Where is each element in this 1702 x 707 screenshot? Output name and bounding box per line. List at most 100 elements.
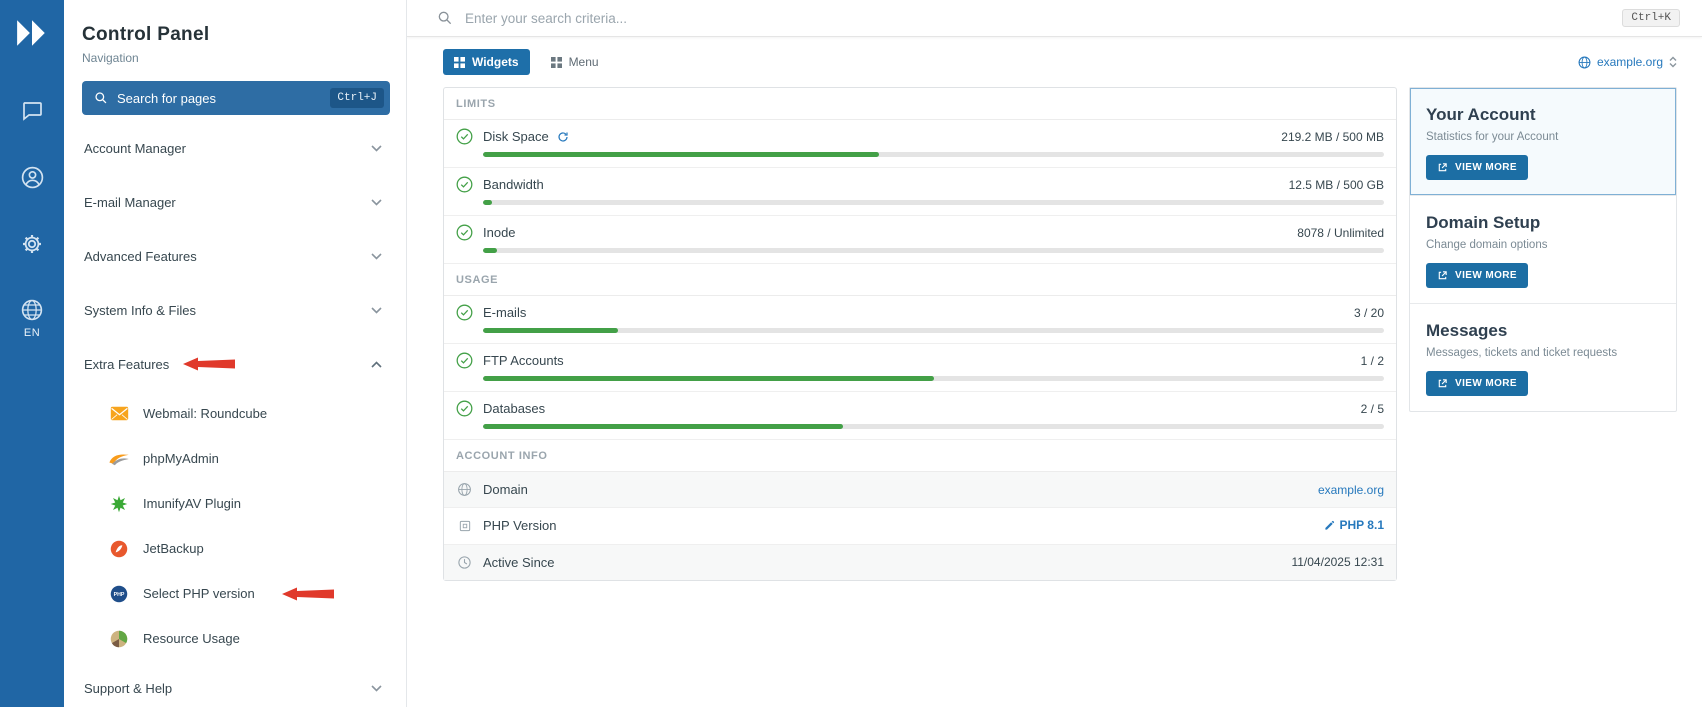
widget-your-account: Your Account Statistics for your Account… — [1410, 88, 1676, 196]
sidebar-subitem-select-php-version[interactable]: PHP Select PHP version — [82, 571, 390, 616]
metric-row-ftp-accounts: FTP Accounts 1 / 2 — [444, 344, 1396, 392]
sidebar-subitem-label: Resource Usage — [143, 631, 240, 646]
domain-selector[interactable]: example.org — [1578, 55, 1677, 69]
domain-selector-value: example.org — [1596, 55, 1663, 69]
main-area: Ctrl+K Widgets Menu example.org LIMITS D… — [407, 0, 1702, 707]
language-selector[interactable]: EN — [20, 298, 44, 339]
sidebar-item-label: Account Manager — [84, 140, 186, 156]
widget-subtitle: Messages, tickets and ticket requests — [1426, 347, 1618, 359]
sidebar-subitem-jetbackup[interactable]: JetBackup — [82, 526, 390, 571]
metric-label: Bandwidth — [483, 177, 544, 192]
edit-pencil-icon — [1324, 520, 1334, 530]
view-more-button-your-account[interactable]: VIEW MORE — [1426, 155, 1528, 180]
check-circle-icon — [456, 304, 473, 321]
progress-fill — [483, 376, 934, 381]
sidebar: Control Panel Navigation Search for page… — [64, 0, 407, 707]
metric-row-emails: E-mails 3 / 20 — [444, 296, 1396, 344]
sidebar-item-label: Advanced Features — [84, 248, 197, 264]
widget-title: Domain Setup — [1426, 213, 1541, 232]
external-link-icon — [1438, 379, 1447, 388]
settings-gear-icon[interactable] — [20, 232, 44, 256]
metric-row-databases: Databases 2 / 5 — [444, 392, 1396, 440]
progress-track — [483, 152, 1384, 157]
check-circle-icon — [456, 400, 473, 417]
grid-icon — [454, 56, 465, 68]
chevron-down-icon — [371, 144, 382, 152]
sidebar-item-label: Support & Help — [84, 680, 173, 696]
info-value: 11/04/2025 12:31 — [1291, 555, 1384, 569]
sidebar-subitem-phpmyadmin[interactable]: phpMyAdmin — [82, 436, 390, 481]
check-circle-icon — [456, 352, 473, 369]
view-more-button-messages[interactable]: VIEW MORE — [1426, 371, 1528, 396]
external-link-icon — [1438, 163, 1447, 172]
progress-track — [483, 424, 1384, 429]
check-circle-icon — [456, 176, 473, 193]
sidebar-item-account-manager[interactable]: Account Manager — [82, 121, 390, 175]
progress-track — [483, 248, 1384, 253]
sidebar-item-label: E-mail Manager — [84, 194, 176, 210]
brand-logo-icon[interactable] — [15, 18, 49, 53]
metric-value: 219.2 MB / 500 MB — [1281, 129, 1384, 144]
phpmyadmin-icon — [108, 452, 130, 466]
sidebar-subitem-label: phpMyAdmin — [143, 451, 219, 466]
sidebar-subitem-webmail-roundcube[interactable]: Webmail: Roundcube — [82, 391, 390, 436]
metric-value: 3 / 20 — [1353, 305, 1384, 320]
progress-track — [483, 376, 1384, 381]
search-icon — [438, 11, 452, 25]
page-title: Control Panel — [82, 24, 210, 45]
package-icon — [456, 519, 473, 533]
domain-link[interactable]: example.org — [1317, 482, 1384, 497]
tab-widgets[interactable]: Widgets — [443, 49, 530, 75]
metric-value: 2 / 5 — [1360, 401, 1384, 416]
refresh-icon[interactable] — [557, 131, 569, 143]
chevron-down-icon — [371, 306, 382, 314]
metric-label: FTP Accounts — [483, 353, 564, 368]
sidebar-item-email-manager[interactable]: E-mail Manager — [82, 175, 390, 229]
progress-track — [483, 200, 1384, 205]
global-search-shortcut: Ctrl+K — [1622, 9, 1680, 27]
metric-row-bandwidth: Bandwidth 12.5 MB / 500 GB — [444, 168, 1396, 216]
annotation-arrow-select-php — [281, 586, 334, 602]
sidebar-subitem-label: Webmail: Roundcube — [143, 406, 268, 421]
global-search-input[interactable] — [465, 10, 1623, 26]
section-header-limits: LIMITS — [444, 88, 1396, 120]
widget-subtitle: Change domain options — [1426, 239, 1548, 251]
sidebar-search-shortcut: Ctrl+J — [330, 88, 384, 108]
account-icon[interactable] — [20, 165, 45, 190]
sidebar-search-label: Search for pages — [117, 90, 217, 106]
sidebar-subitem-imunifyav-plugin[interactable]: ImunifyAV Plugin — [82, 481, 390, 526]
check-circle-icon — [456, 224, 473, 241]
sidebar-item-advanced-features[interactable]: Advanced Features — [82, 229, 390, 283]
sidebar-subitem-resource-usage[interactable]: Resource Usage — [82, 616, 390, 661]
globe-language-icon — [21, 299, 43, 321]
widget-title: Your Account — [1426, 105, 1536, 124]
sidebar-item-extra-features[interactable]: Extra Features — [82, 337, 390, 391]
annotation-arrow-extra-features — [183, 356, 236, 372]
progress-fill — [483, 424, 844, 429]
sidebar-subitem-label: ImunifyAV Plugin — [143, 496, 242, 511]
info-label: Domain — [483, 482, 528, 497]
tab-menu[interactable]: Menu — [540, 49, 610, 75]
sidebar-subitem-label: Select PHP version — [143, 586, 255, 601]
php-version-link[interactable]: PHP 8.1 — [1324, 518, 1384, 532]
info-label: PHP Version — [483, 518, 557, 534]
widget-messages: Messages Messages, tickets and ticket re… — [1410, 304, 1676, 411]
clock-icon — [456, 555, 473, 570]
section-header-account-info: ACCOUNT INFO — [444, 440, 1396, 472]
info-row-active-since: Active Since 11/04/2025 12:31 — [444, 544, 1396, 580]
metric-row-disk-space: Disk Space 219.2 MB / 500 MB — [444, 120, 1396, 168]
sidebar-item-support-help[interactable]: Support & Help — [82, 661, 390, 707]
section-header-usage: USAGE — [444, 264, 1396, 296]
metric-label: Disk Space — [483, 129, 549, 144]
search-icon — [95, 92, 107, 104]
sidebar-search-button[interactable]: Search for pages Ctrl+J — [82, 81, 390, 115]
sidebar-item-system-info-files[interactable]: System Info & Files — [82, 283, 390, 337]
metric-value: 12.5 MB / 500 GB — [1288, 177, 1384, 192]
view-more-button-domain-setup[interactable]: VIEW MORE — [1426, 263, 1528, 288]
messages-icon[interactable] — [20, 99, 44, 123]
metric-label: Inode — [483, 225, 516, 240]
chevron-up-icon — [371, 360, 382, 368]
globe-icon — [456, 482, 473, 497]
svg-text:PHP: PHP — [114, 591, 125, 597]
progress-track — [483, 328, 1384, 333]
